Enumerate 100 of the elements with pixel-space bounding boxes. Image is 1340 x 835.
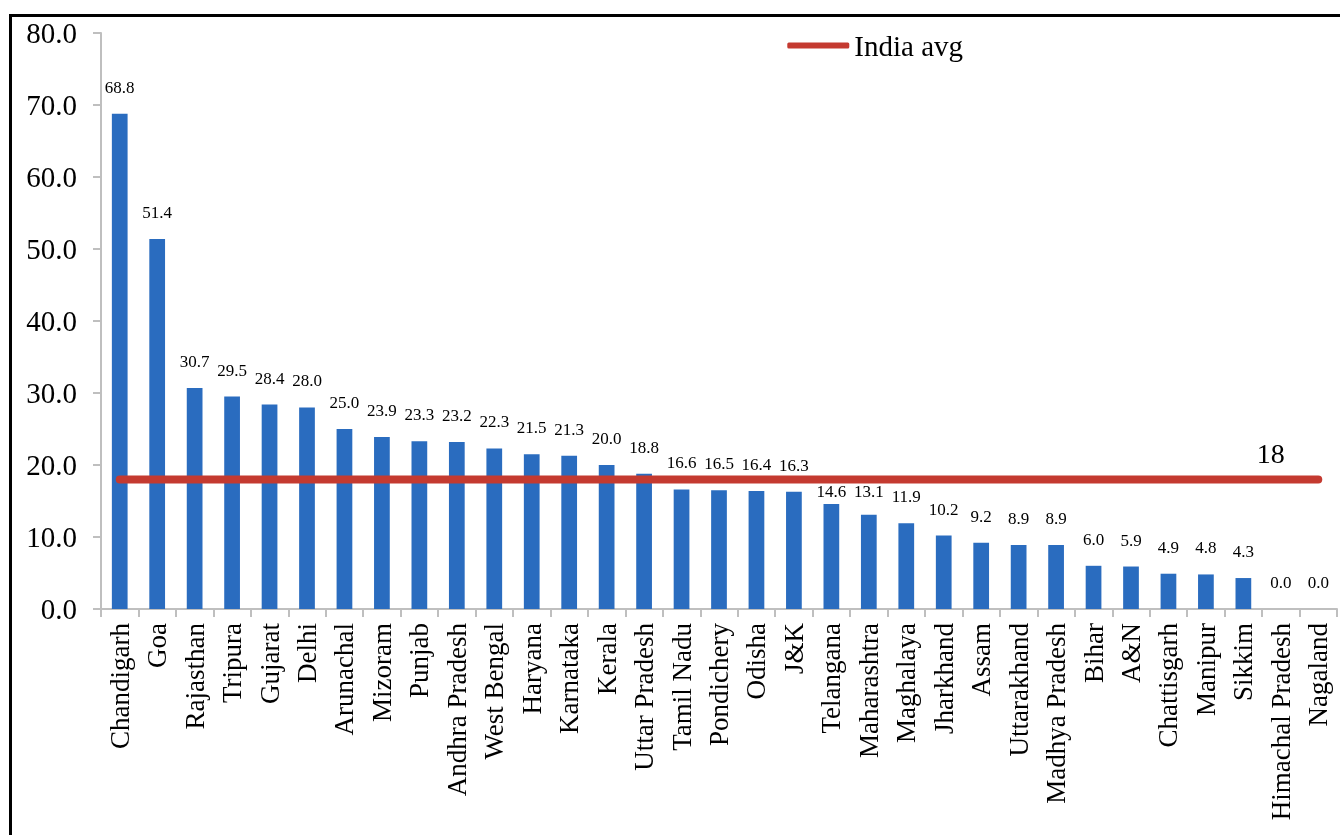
- x-tick-label: Delhi: [292, 623, 322, 683]
- data-label: 28.4: [254, 368, 285, 388]
- bar: [374, 436, 390, 609]
- data-label: 29.5: [217, 360, 247, 380]
- data-label: 22.3: [479, 412, 510, 432]
- bar: [636, 473, 652, 609]
- y-tick-label: 80.0: [26, 17, 77, 49]
- x-tick-label: Bihar: [1078, 623, 1109, 683]
- x-tick-label: Uttar Pradesh: [629, 622, 660, 771]
- data-label: 23.3: [404, 405, 435, 425]
- bar: [149, 238, 166, 609]
- data-label: 68.8: [104, 77, 135, 97]
- x-tick-label: Jharkhand: [928, 622, 959, 734]
- y-tick-label: 50.0: [26, 233, 77, 265]
- data-label: 4.3: [1232, 542, 1254, 562]
- data-label: 8.9: [1045, 508, 1067, 528]
- data-label: 20.0: [591, 429, 622, 448]
- y-tick-label: 10.0: [26, 521, 77, 553]
- bar: [898, 523, 915, 609]
- data-label: 51.4: [142, 202, 173, 222]
- bar: [186, 387, 203, 609]
- data-label: 21.5: [516, 418, 547, 438]
- data-label: 16.5: [704, 454, 734, 474]
- y-tick-label: 0.0: [40, 593, 77, 625]
- data-label: 13.1: [853, 482, 884, 502]
- x-tick-label: Uttarakhand: [1003, 622, 1034, 757]
- bar: [261, 404, 278, 609]
- data-label: 0.0: [1270, 573, 1292, 592]
- bar: [823, 503, 840, 609]
- data-label: 23.9: [367, 400, 397, 420]
- x-tick-label: Manipur: [1190, 622, 1221, 716]
- y-tick-label: 20.0: [26, 449, 77, 481]
- data-label: 9.2: [970, 506, 992, 526]
- y-tick-label: 40.0: [26, 305, 77, 337]
- data-label: 21.3: [554, 419, 585, 439]
- data-label: 30.7: [179, 351, 211, 371]
- bar: [299, 407, 315, 609]
- data-label: 4.9: [1157, 537, 1180, 557]
- data-label: 16.6: [666, 453, 697, 473]
- data-label: 16.3: [779, 455, 809, 475]
- bar: [860, 514, 877, 609]
- data-label: 4.8: [1195, 538, 1217, 558]
- x-tick-label: Rajasthan: [179, 622, 210, 730]
- bar: [111, 113, 128, 609]
- bar: [224, 396, 240, 609]
- x-tick-label: Assam: [966, 623, 997, 697]
- x-tick-label: West Bengal: [479, 623, 510, 760]
- y-tick-label: 30.0: [26, 377, 77, 409]
- x-tick-label: Telangana: [816, 622, 847, 734]
- x-tick-label: Sikkim: [1228, 623, 1259, 702]
- bar: [448, 441, 465, 609]
- data-label: 6.0: [1082, 529, 1105, 549]
- data-label: 18: [1256, 437, 1285, 469]
- bar: [523, 454, 540, 609]
- bar: [598, 465, 615, 609]
- legend-label: India avg: [854, 29, 964, 62]
- data-label: 25.0: [329, 393, 360, 412]
- bar: [1123, 566, 1139, 609]
- x-tick-label: Odisha: [741, 622, 772, 700]
- bar: [1010, 544, 1027, 609]
- x-tick-label: Punjab: [404, 623, 435, 699]
- bar: [973, 542, 990, 609]
- bar: [1085, 565, 1102, 609]
- x-tick-label: Madhya Pradesh: [1041, 622, 1072, 804]
- x-tick-label: Mizoram: [366, 623, 397, 722]
- x-tick-label: Haryana: [516, 623, 547, 715]
- x-tick-label: Himachal Pradesh: [1265, 622, 1296, 821]
- y-tick-label: 60.0: [26, 161, 77, 193]
- x-tick-label: Karnataka: [554, 622, 585, 734]
- x-tick-label: Pondichery: [704, 622, 734, 746]
- x-tick-label: Maharashtra: [853, 622, 884, 758]
- data-label: 8.9: [1008, 508, 1030, 528]
- data-label: 5.9: [1120, 530, 1142, 550]
- x-tick-label: Chandigarh: [104, 622, 135, 749]
- data-label: 28.0: [292, 371, 322, 391]
- bar: [935, 535, 952, 609]
- x-tick-label: Maghalaya: [891, 622, 922, 743]
- x-tick-label: Tamil Nadu: [666, 622, 697, 751]
- bar: [411, 441, 428, 609]
- bar: [673, 489, 690, 609]
- x-tick-label: Nagaland: [1303, 622, 1334, 727]
- bar: [711, 490, 727, 609]
- x-tick-label: Andhra Pradesh: [441, 622, 472, 797]
- x-tick-label: Chattisgarh: [1153, 622, 1184, 748]
- bar: [1160, 573, 1177, 609]
- bar: [1235, 578, 1252, 609]
- bar: [486, 448, 503, 609]
- bar: [561, 455, 578, 609]
- x-tick-label: J&K: [778, 622, 809, 675]
- x-tick-label: Tripura: [217, 622, 248, 704]
- bar: [1048, 544, 1064, 609]
- bar: [786, 491, 802, 609]
- data-label: 18.8: [629, 437, 659, 457]
- data-label: 14.6: [816, 482, 847, 502]
- bar: [748, 490, 765, 609]
- x-tick-label: A&N: [1116, 623, 1146, 683]
- x-tick-label: Gujarat: [254, 622, 285, 704]
- bar: [1198, 574, 1214, 609]
- y-tick-label: 70.0: [26, 89, 77, 121]
- x-tick-label: Goa: [142, 622, 173, 668]
